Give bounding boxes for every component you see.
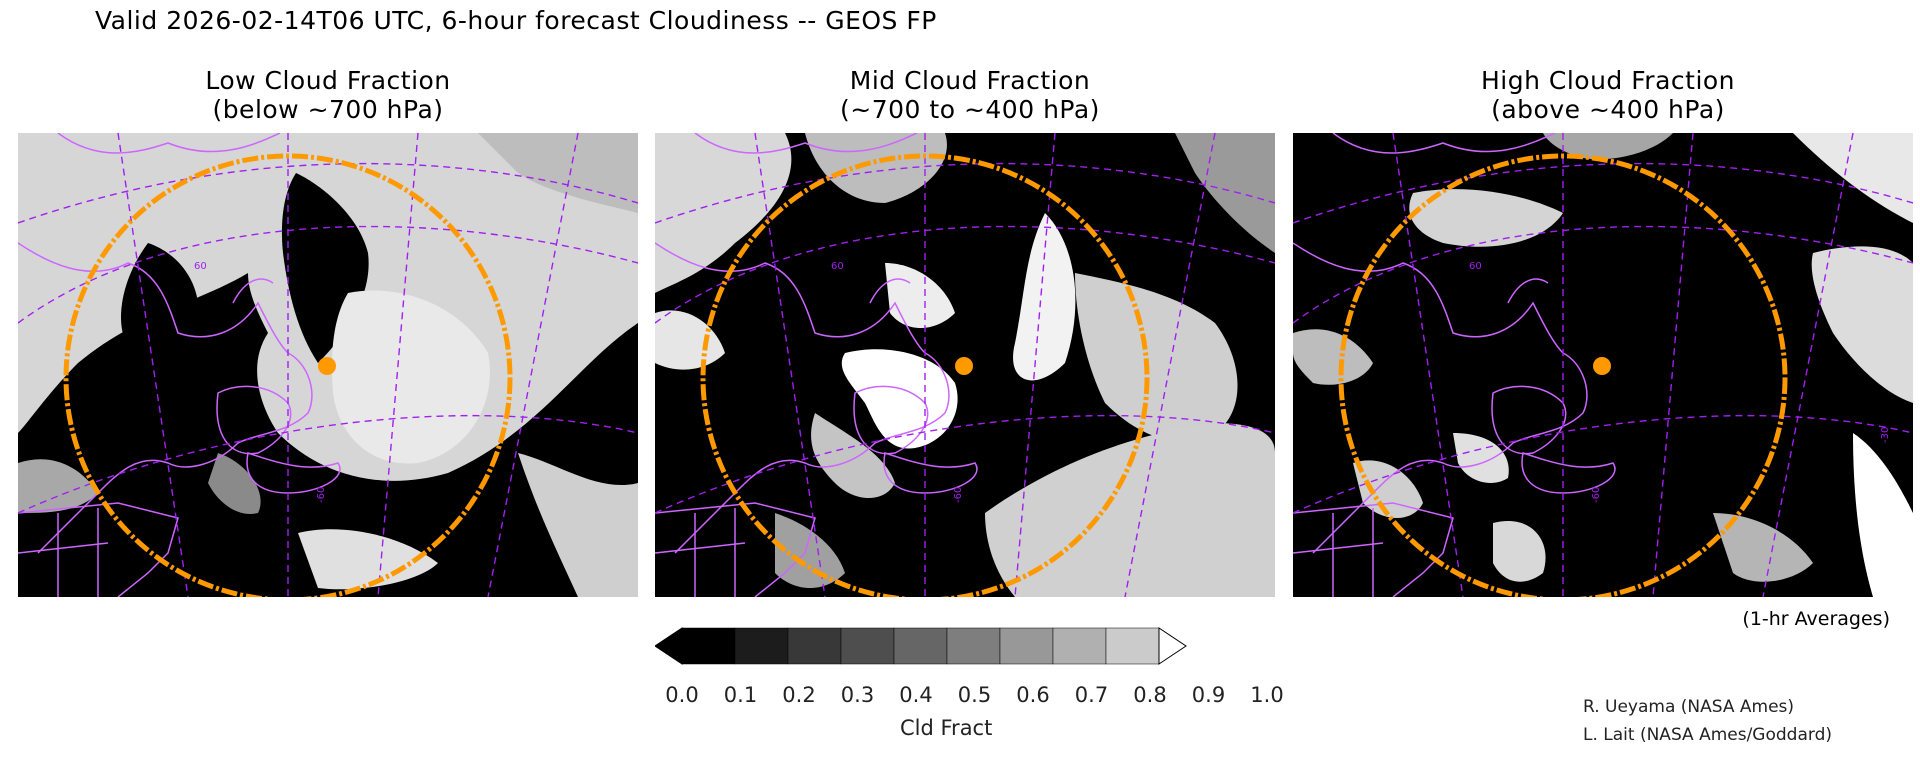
- high-lat-label: 60: [1469, 261, 1482, 272]
- panel-title-low-line2: (below ~700 hPa): [212, 95, 444, 124]
- colorbar-cell: [1105, 627, 1160, 665]
- colorbar-tick-label: 0.6: [1016, 683, 1050, 707]
- colorbar-tick-label: 0.5: [957, 683, 992, 707]
- panel-title-mid: Mid Cloud Fraction (~700 to ~400 hPa): [660, 66, 1280, 124]
- panel-title-high-line2: (above ~400 hPa): [1491, 95, 1725, 124]
- colorbar-tick-label: 0.1: [723, 683, 758, 707]
- high-range-ring: [1338, 153, 1788, 597]
- colorbar-svg: [654, 627, 1187, 665]
- low-cloud-map[interactable]: 60 -60: [18, 133, 638, 597]
- main-title: Valid 2026-02-14T06 UTC, 6-hour forecast…: [95, 6, 937, 35]
- panel-title-mid-line1: Mid Cloud Fraction: [849, 66, 1091, 95]
- panel-title-low: Low Cloud Fraction (below ~700 hPa): [18, 66, 638, 124]
- colorbar-tick-label: 0.2: [782, 683, 816, 707]
- mid-cloud-map[interactable]: 60 -60: [655, 133, 1275, 597]
- colorbar-cell: [787, 627, 842, 665]
- mid-lon-label: -60: [953, 487, 964, 503]
- mid-gridlines: [655, 133, 1275, 597]
- mid-lat-label: 60: [831, 261, 844, 272]
- colorbar-tick-label: 0.9: [1191, 683, 1226, 707]
- colorbar-tick-label: 1.0: [1250, 683, 1284, 707]
- colorbar-underflow-arrow: [654, 627, 683, 665]
- colorbar-overflow-arrow: [1158, 627, 1187, 665]
- credit-line-2: L. Lait (NASA Ames/Goddard): [1583, 725, 1832, 745]
- credit-line-1: R. Ueyama (NASA Ames): [1583, 697, 1795, 717]
- colorbar-cell: [946, 627, 1001, 665]
- colorbar-cell: [893, 627, 948, 665]
- colorbar-tick-label: 0.4: [899, 683, 933, 707]
- high-cloud-map[interactable]: 60 -60 -30: [1293, 133, 1913, 597]
- panel-title-high: High Cloud Fraction (above ~400 hPa): [1298, 66, 1918, 124]
- colorbar-tick-label: 0.7: [1074, 683, 1109, 707]
- averaging-note: (1-hr Averages): [1742, 608, 1890, 630]
- high-cloud-field: [1293, 133, 1913, 597]
- colorbar-label: Cld Fract: [900, 716, 993, 740]
- high-lon-label: -60: [1591, 487, 1602, 503]
- mid-coastlines: [655, 133, 978, 597]
- colorbar-cell: [1052, 627, 1107, 665]
- low-range-ring: [63, 153, 513, 597]
- mid-site-marker[interactable]: [955, 357, 973, 375]
- high-coastlines: [1293, 133, 1616, 597]
- low-lon-label: -60: [316, 487, 327, 503]
- colorbar: [654, 621, 1295, 675]
- colorbar-cell: [999, 627, 1054, 665]
- colorbar-cell: [840, 627, 895, 665]
- low-coastlines: [18, 133, 341, 597]
- panel-title-low-line1: Low Cloud Fraction: [205, 66, 451, 95]
- panel-title-mid-line2: (~700 to ~400 hPa): [840, 95, 1100, 124]
- colorbar-tick-label: 0.0: [665, 683, 699, 707]
- colorbar-tick-label: 0.3: [840, 683, 875, 707]
- low-cloud-field: [18, 133, 638, 597]
- colorbar-tick-label: 0.8: [1133, 683, 1167, 707]
- high-site-marker[interactable]: [1593, 357, 1611, 375]
- low-gridlines: [18, 133, 638, 597]
- colorbar-cell: [681, 627, 736, 665]
- colorbar-cell: [734, 627, 789, 665]
- high-lon30-label: -30: [1880, 427, 1891, 443]
- low-site-marker[interactable]: [318, 357, 336, 375]
- colorbar-ticks: 0.0 0.1 0.2 0.3 0.4 0.5 0.6 0.7 0.8 0.9 1.0: [665, 683, 1283, 709]
- low-lat-label: 60: [194, 261, 207, 272]
- high-gridlines: [1293, 133, 1913, 597]
- mid-range-ring: [700, 153, 1150, 597]
- panel-title-high-line1: High Cloud Fraction: [1480, 66, 1736, 95]
